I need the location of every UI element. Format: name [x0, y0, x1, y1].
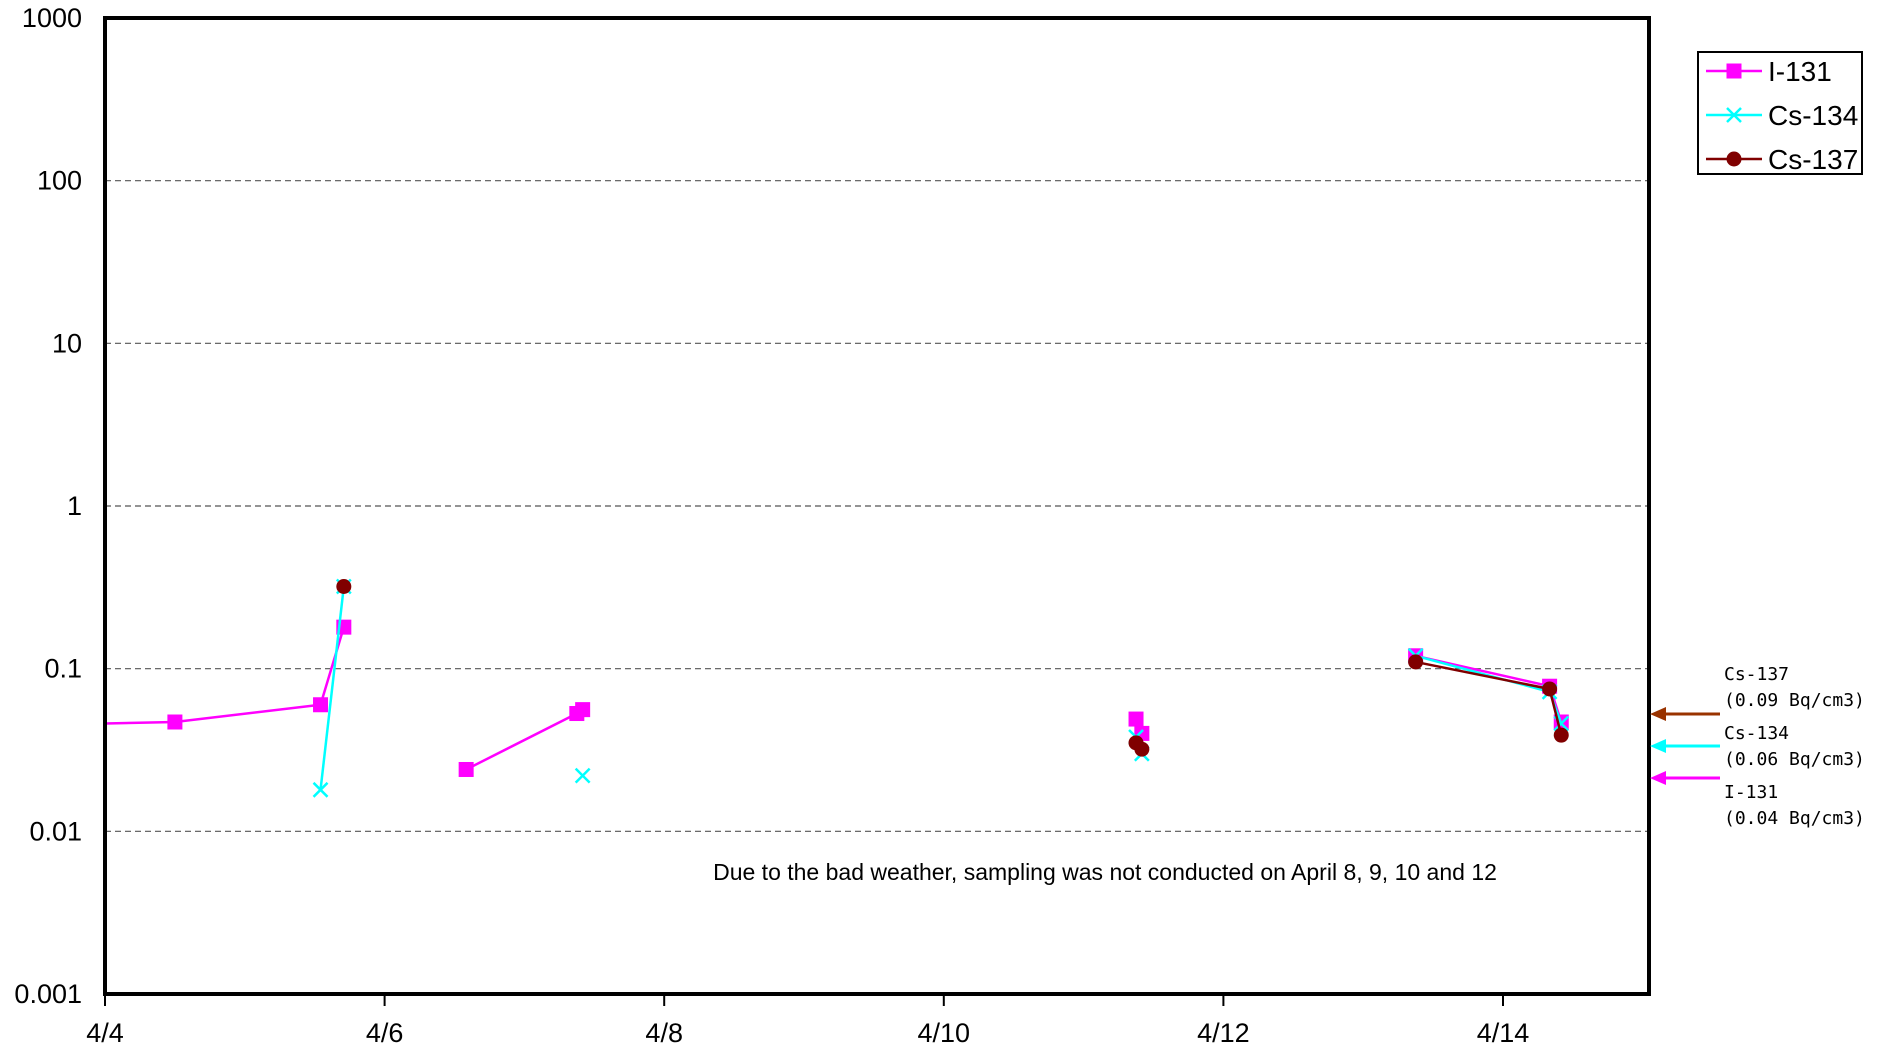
data-point: [167, 714, 183, 730]
data-point: [1553, 727, 1569, 743]
legend-label: I-131: [1768, 56, 1832, 87]
legend-entry: Cs-137: [1706, 144, 1858, 175]
y-tick-label: 100: [37, 166, 82, 196]
limit-marker-cs-134: Cs-134 (0.06 Bq/cm3): [1650, 723, 1865, 770]
data-point: [1128, 711, 1144, 727]
legend-marker: [1726, 107, 1742, 123]
limit-arrow-head: [1650, 739, 1666, 753]
x-tick-label: 4/10: [918, 1018, 971, 1046]
data-point: [458, 761, 474, 777]
legend-marker: [1726, 63, 1742, 79]
limit-name: Cs-137: [1724, 664, 1789, 685]
x-axis: 4/4 4/6 4/8 4/10 4/12 4/14: [86, 994, 1529, 1046]
limit-value: (0.06 Bq/cm3): [1724, 749, 1865, 770]
y-tick-label: 1: [67, 491, 82, 521]
annotation-text: Due to the bad weather, sampling was not…: [713, 859, 1497, 885]
data-point: [574, 767, 591, 784]
limit-value: (0.09 Bq/cm3): [1724, 690, 1865, 711]
limit-name: I-131: [1724, 782, 1778, 803]
limit-name: Cs-134: [1724, 723, 1789, 744]
data-point: [575, 702, 591, 718]
series-line: [104, 626, 346, 725]
limit-marker-cs-137: Cs-137 (0.09 Bq/cm3): [1650, 664, 1865, 721]
x-tick-label: 4/8: [645, 1018, 683, 1046]
y-tick-label: 0.1: [44, 654, 82, 684]
series-layer: [104, 578, 1570, 798]
limit-arrow-head: [1650, 771, 1666, 785]
series-cs-137: [336, 578, 1569, 757]
data-point: [1542, 681, 1558, 697]
x-tick-label: 4/14: [1477, 1018, 1530, 1046]
x-tick-label: 4/4: [86, 1018, 124, 1046]
limit-arrow-head: [1650, 707, 1666, 721]
data-point: [1408, 654, 1424, 670]
plot-frame: [103, 16, 1651, 996]
y-axis: 1000 100 10 1 0.1 0.01 0.001: [14, 3, 82, 1009]
y-tick-label: 10: [52, 328, 82, 358]
legend-marker: [1726, 151, 1742, 167]
legend-entry: I-131: [1706, 56, 1832, 87]
gridlines: [105, 180, 1649, 832]
series-line: [319, 586, 346, 790]
data-point: [336, 578, 352, 594]
x-tick-label: 4/6: [366, 1018, 404, 1046]
data-point: [312, 781, 329, 798]
legend-entry: Cs-134: [1706, 100, 1858, 131]
limit-markers: Cs-137(0.09 Bq/cm3)Cs-134(0.06 Bq/cm3)I-…: [1650, 664, 1865, 829]
limit-marker-i-131: I-131 (0.04 Bq/cm3): [1650, 771, 1865, 829]
legend: I-131 Cs-134 Cs-137: [1697, 51, 1863, 175]
x-tick-label: 4/12: [1197, 1018, 1250, 1046]
y-tick-label: 0.01: [29, 816, 82, 846]
data-point: [1134, 741, 1150, 757]
y-tick-label: 0.001: [14, 979, 82, 1009]
legend-label: Cs-137: [1768, 144, 1858, 175]
limit-value: (0.04 Bq/cm3): [1724, 808, 1865, 829]
data-point: [313, 697, 329, 713]
legend-label: Cs-134: [1768, 100, 1858, 131]
legend-box: [1697, 51, 1863, 175]
y-tick-label: 1000: [22, 3, 82, 33]
